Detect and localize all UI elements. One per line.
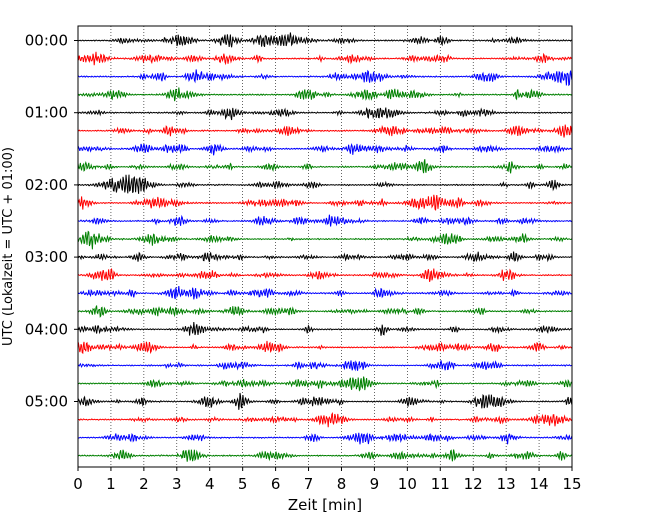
trace-row-6 — [77, 124, 573, 138]
x-tick-label: 3 — [172, 475, 182, 493]
trace-row-21 — [77, 392, 573, 410]
y-tick-label: 00:00 — [25, 32, 68, 50]
trace-row-2 — [77, 51, 573, 66]
x-tick-label: 10 — [398, 475, 417, 493]
trace-row-1 — [77, 32, 572, 48]
x-tick-label: 1 — [106, 475, 116, 493]
trace-row-19 — [77, 360, 572, 372]
trace-row-17 — [77, 322, 573, 336]
x-tick-label: 5 — [238, 475, 248, 493]
trace-row-18 — [77, 340, 573, 355]
trace-row-20 — [77, 376, 572, 392]
x-axis-label: Zeit [min] — [288, 496, 362, 514]
x-tick-label: 8 — [337, 475, 347, 493]
y-axis-label: UTC (Lokalzeit = UTC + 01:00) — [1, 147, 16, 346]
trace-row-22 — [78, 411, 573, 428]
x-axis-ticks: 0 1 2 3 4 5 6 7 8 9 10 11 12 13 14 15 — [73, 467, 582, 493]
trace-row-8 — [77, 159, 573, 174]
x-tick-label: 0 — [73, 475, 83, 493]
x-tick-label: 2 — [139, 475, 149, 493]
x-tick-label: 7 — [304, 475, 314, 493]
trace-row-3 — [77, 69, 573, 87]
y-tick-label: 02:00 — [25, 176, 68, 194]
trace-row-7 — [77, 143, 572, 156]
y-tick-label: 04:00 — [25, 320, 68, 338]
y-tick-label: 05:00 — [25, 393, 68, 411]
y-axis-ticks: 00:00 01:00 02:00 03:00 04:00 05:00 — [25, 32, 78, 411]
trace-row-16 — [77, 305, 572, 318]
trace-row-15 — [77, 285, 573, 300]
trace-row-11 — [77, 214, 573, 227]
y-tick-label: 03:00 — [25, 248, 68, 266]
y-tick-label: 01:00 — [25, 104, 68, 122]
trace-row-14 — [77, 267, 572, 282]
x-tick-label: 15 — [562, 475, 581, 493]
plot-frame — [77, 25, 573, 468]
trace-row-12 — [77, 230, 573, 250]
trace-row-23 — [77, 432, 573, 445]
x-tick-label: 13 — [497, 475, 516, 493]
x-tick-label: 11 — [431, 475, 450, 493]
x-tick-label: 6 — [271, 475, 281, 493]
x-tick-label: 9 — [370, 475, 380, 493]
trace-row-9 — [77, 174, 573, 194]
x-tick-label: 14 — [530, 475, 549, 493]
trace-row-10 — [77, 194, 572, 211]
x-tick-label: 4 — [205, 475, 215, 493]
trace-row-24 — [78, 449, 573, 462]
seismic-traces — [77, 32, 573, 462]
trace-row-5 — [77, 106, 572, 121]
trace-row-13 — [77, 251, 573, 263]
trace-row-4 — [77, 87, 573, 102]
x-tick-label: 12 — [464, 475, 483, 493]
